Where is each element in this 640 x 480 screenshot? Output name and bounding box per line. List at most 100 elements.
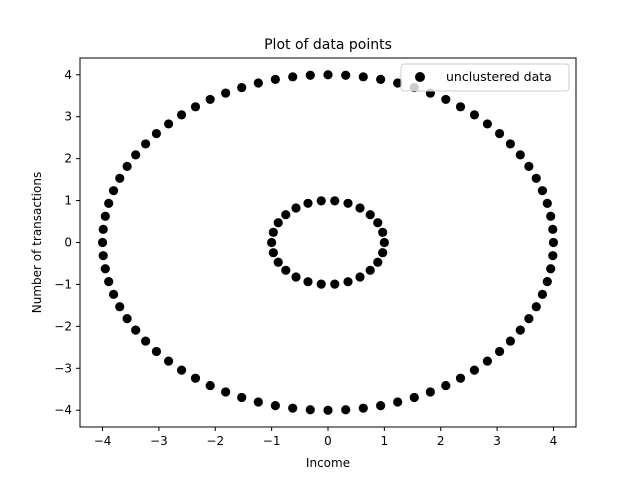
- data-point: [100, 264, 110, 274]
- data-point: [376, 401, 386, 411]
- y-axis-label: Number of transactions: [30, 172, 44, 313]
- data-point: [537, 186, 548, 196]
- data-point: [393, 78, 403, 88]
- y-axis-ticks: −4 −3 −2 −1 0 1 2 3 4: [54, 68, 80, 417]
- data-point: [494, 346, 505, 357]
- data-point: [548, 224, 558, 234]
- data-point: [393, 397, 403, 407]
- data-point: [141, 336, 151, 346]
- data-point: [505, 139, 515, 149]
- data-point: [365, 265, 375, 275]
- data-point: [542, 198, 552, 208]
- x-tick-label: 0: [324, 434, 332, 448]
- data-point: [268, 248, 278, 258]
- data-point: [122, 161, 132, 171]
- x-axis-ticks: −4 −3 −2 −1 0 1 2 3 4: [94, 427, 558, 448]
- data-point: [378, 248, 388, 258]
- data-point: [176, 110, 187, 120]
- data-point: [108, 186, 119, 196]
- data-point: [281, 265, 291, 275]
- chart-title: Plot of data points: [264, 37, 392, 53]
- data-point: [546, 264, 556, 274]
- y-tick-label: −1: [54, 277, 72, 291]
- data-point: [270, 401, 280, 411]
- data-point: [365, 210, 375, 220]
- data-point: [190, 102, 201, 112]
- data-point: [273, 257, 283, 267]
- data-point: [441, 380, 451, 391]
- data-point: [548, 237, 559, 248]
- data-point: [537, 289, 548, 299]
- data-point: [291, 203, 301, 213]
- data-point: [409, 392, 419, 403]
- x-tick-label: 3: [493, 434, 501, 448]
- x-tick-label: 2: [437, 434, 445, 448]
- data-point: [98, 251, 108, 261]
- data-point: [441, 94, 451, 105]
- y-tick-label: −2: [54, 319, 72, 333]
- data-point: [108, 289, 119, 299]
- data-point: [104, 277, 114, 287]
- data-point: [341, 70, 351, 80]
- data-point: [303, 198, 313, 208]
- data-point: [376, 74, 386, 84]
- data-point: [115, 302, 125, 312]
- data-point: [237, 82, 247, 93]
- data-point: [270, 74, 280, 84]
- data-point: [358, 403, 368, 413]
- x-tick-label: 1: [381, 434, 389, 448]
- data-point: [323, 405, 333, 415]
- data-point: [531, 302, 541, 312]
- data-point: [343, 277, 353, 287]
- x-tick-label: −1: [263, 434, 281, 448]
- data-point: [343, 198, 353, 208]
- data-point: [176, 365, 187, 375]
- data-point: [190, 373, 201, 383]
- y-tick-label: −3: [54, 361, 72, 375]
- data-point: [355, 272, 365, 282]
- data-point: [316, 279, 326, 289]
- data-point: [237, 392, 247, 403]
- data-point: [515, 150, 525, 160]
- x-tick-label: 4: [550, 434, 558, 448]
- y-tick-label: 3: [64, 110, 72, 124]
- data-point: [104, 198, 114, 208]
- y-tick-label: 0: [64, 236, 72, 250]
- data-point: [205, 94, 215, 105]
- data-point: [305, 70, 315, 80]
- data-point: [291, 272, 301, 282]
- data-point: [542, 277, 552, 287]
- data-point: [330, 196, 340, 206]
- data-point: [515, 325, 525, 335]
- data-point: [548, 251, 558, 261]
- data-point: [131, 150, 141, 160]
- data-point: [455, 102, 466, 112]
- data-point: [281, 210, 291, 220]
- data-point: [100, 211, 110, 221]
- legend-marker: [415, 72, 425, 82]
- data-point: [151, 346, 162, 357]
- data-point: [267, 237, 277, 248]
- data-point: [505, 336, 515, 346]
- data-point: [141, 139, 151, 149]
- data-point: [524, 314, 534, 324]
- data-point: [469, 365, 480, 375]
- data-point: [115, 173, 125, 183]
- x-axis-label: Income: [306, 456, 350, 470]
- data-point: [379, 237, 389, 248]
- data-point: [131, 325, 141, 335]
- data-point: [253, 397, 263, 407]
- data-point: [373, 218, 383, 228]
- data-point: [378, 227, 388, 237]
- data-point: [288, 403, 298, 413]
- y-tick-label: −4: [54, 403, 72, 417]
- data-point: [482, 356, 492, 366]
- data-point: [482, 119, 492, 129]
- data-point: [425, 387, 435, 397]
- data-point: [151, 128, 162, 139]
- x-tick-label: −2: [206, 434, 224, 448]
- points-layer: [97, 70, 559, 415]
- data-point: [330, 279, 340, 289]
- data-point: [323, 70, 333, 80]
